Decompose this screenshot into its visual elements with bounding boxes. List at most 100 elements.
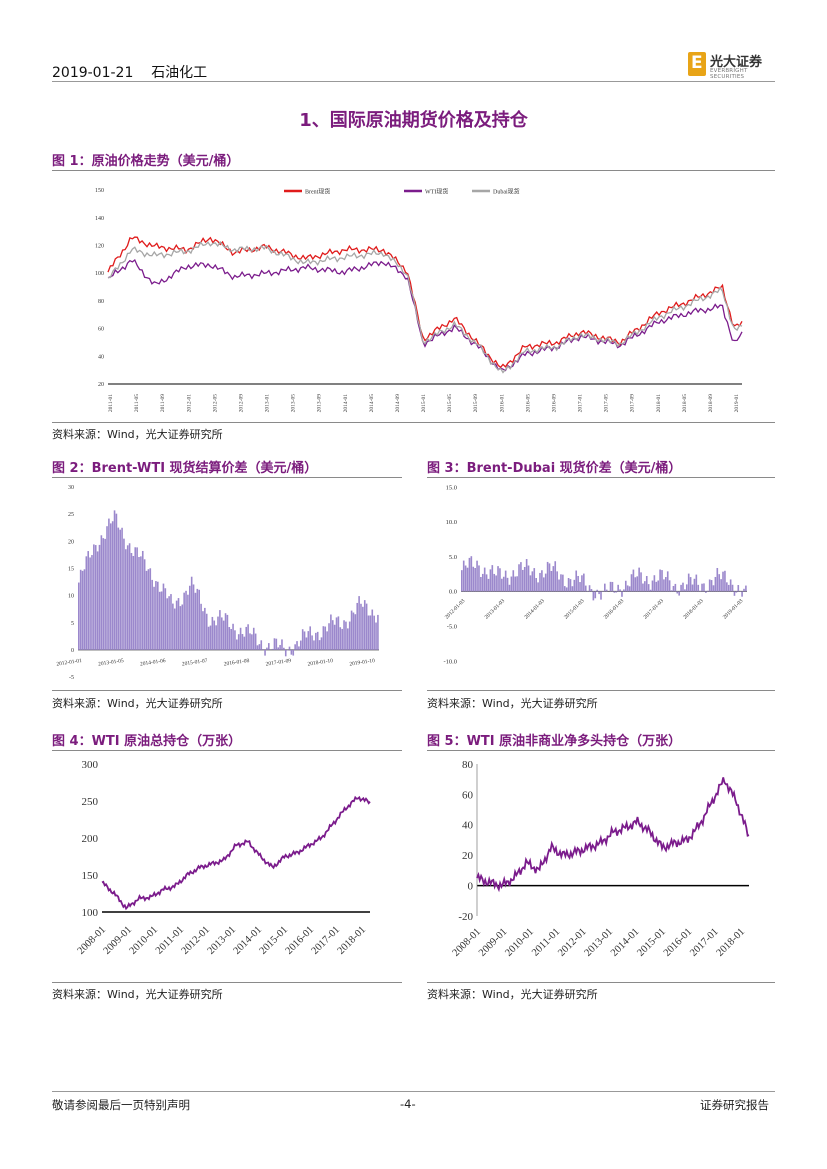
data-bar xyxy=(153,586,155,650)
figure-1-source: 资料来源：Wind，光大证券研究所 xyxy=(52,428,223,441)
data-bar xyxy=(529,575,532,592)
data-bar xyxy=(237,634,240,650)
data-bar xyxy=(311,635,313,650)
data-bar xyxy=(609,581,612,592)
figure-5-title: 图 5：WTI 原油非商业净多头持仓（万张） xyxy=(427,734,682,749)
data-bar xyxy=(177,598,180,650)
y-tick-label: 20 xyxy=(462,850,474,862)
x-tick-label: 2018-01-10 xyxy=(307,658,333,668)
data-bar xyxy=(531,571,534,592)
data-bar xyxy=(93,544,95,650)
data-bar xyxy=(117,527,120,650)
data-bar xyxy=(651,580,654,592)
data-bar xyxy=(371,609,374,650)
x-tick-label: 2016-05 xyxy=(525,394,531,413)
data-bar xyxy=(219,610,221,650)
report-category: 石油化工 xyxy=(151,65,208,81)
data-bar xyxy=(504,570,507,592)
data-bar xyxy=(362,606,364,650)
figure-3-top-rule xyxy=(427,477,775,478)
data-bar xyxy=(573,579,576,592)
data-bar xyxy=(268,643,270,650)
legend-label: Brent现货 xyxy=(305,188,330,196)
x-tick-label: 2012-01 xyxy=(186,394,192,413)
x-tick-label: 2017-05 xyxy=(604,394,610,413)
figure-2-top-rule xyxy=(52,477,402,478)
data-bar xyxy=(318,640,321,650)
logo-cn-text: 光大证券 xyxy=(710,55,763,70)
data-bar xyxy=(489,569,492,592)
data-bar xyxy=(706,590,709,592)
data-bar xyxy=(670,590,673,592)
data-bar xyxy=(672,585,675,592)
data-bar xyxy=(79,569,82,650)
x-tick-label: 2016-01-03 xyxy=(603,598,626,621)
legend-label: Dubai现货 xyxy=(493,188,520,196)
data-bar xyxy=(375,622,377,650)
data-bar xyxy=(695,574,698,592)
data-bar xyxy=(731,584,734,592)
data-bar xyxy=(209,625,212,650)
data-bar xyxy=(735,591,738,593)
data-bar xyxy=(373,615,375,650)
data-bar xyxy=(96,551,99,650)
data-bar xyxy=(476,560,478,592)
x-tick-label: 2019-01 xyxy=(734,394,740,413)
data-bar xyxy=(569,579,572,592)
data-bar xyxy=(315,632,317,650)
data-bar xyxy=(514,576,517,592)
data-bar xyxy=(636,576,639,592)
data-bar xyxy=(143,559,146,650)
figure-1-bottom-rule xyxy=(52,422,775,423)
data-bar xyxy=(577,575,579,592)
x-tick-label: 2016-09 xyxy=(551,394,557,413)
data-bar xyxy=(724,570,726,592)
data-bar xyxy=(497,566,499,592)
data-bar xyxy=(205,613,208,650)
x-tick-label: 2017-01 xyxy=(578,394,584,413)
data-bar xyxy=(579,582,581,592)
data-bar xyxy=(162,583,165,650)
data-bar xyxy=(605,589,608,592)
x-tick-label: 2013-09 xyxy=(317,394,323,413)
y-tick-label: 40 xyxy=(462,820,474,832)
data-bar xyxy=(94,545,97,650)
data-bar xyxy=(596,589,598,592)
data-bar xyxy=(567,578,570,592)
data-bar xyxy=(550,570,553,592)
data-bar xyxy=(583,573,585,592)
data-bar xyxy=(726,582,728,592)
data-bar xyxy=(499,568,501,592)
data-bar xyxy=(132,555,135,650)
data-bar xyxy=(699,590,701,592)
data-bar xyxy=(558,579,560,592)
data-bar xyxy=(109,523,112,650)
data-bar xyxy=(722,571,724,592)
y-tick-label: 100 xyxy=(95,271,104,277)
data-bar xyxy=(313,640,315,650)
data-bar xyxy=(588,585,591,592)
data-bar xyxy=(594,591,597,599)
footer-page-number: -4- xyxy=(400,1097,416,1111)
x-tick-label: 2013-01-03 xyxy=(484,598,507,621)
data-bar xyxy=(611,581,614,592)
data-bar xyxy=(693,578,696,592)
data-bar xyxy=(335,617,338,650)
data-bar xyxy=(685,584,688,592)
data-bar xyxy=(190,576,193,650)
data-bar xyxy=(345,621,347,650)
x-tick-label: 2017-01 xyxy=(688,926,721,959)
data-bar xyxy=(674,583,677,592)
data-bar xyxy=(352,612,355,650)
data-bar xyxy=(363,600,366,650)
data-bar xyxy=(307,631,310,650)
data-bar xyxy=(710,580,713,592)
data-bar xyxy=(330,614,332,650)
data-bar xyxy=(175,600,178,650)
data-bar xyxy=(657,580,660,592)
data-bar xyxy=(211,616,214,650)
data-bar xyxy=(104,538,106,650)
data-bar xyxy=(575,570,578,592)
x-tick-label: 2019-01-10 xyxy=(349,658,375,668)
data-bar xyxy=(258,644,261,650)
